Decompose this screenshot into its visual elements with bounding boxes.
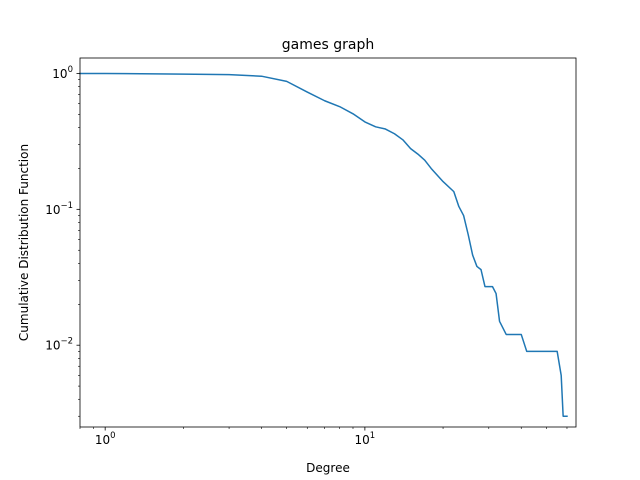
plot-area [79,72,568,417]
x-axis: 100 101 [79,427,568,447]
y-axis-label: Cumulative Distribution Function [17,144,31,341]
x-axis-label: Degree [306,461,350,475]
y-tick-label: 100 [52,65,73,81]
series-line [79,72,568,417]
x-tick-label: 100 [95,431,116,447]
y-axis: 10−2 10−1 100 [45,65,80,417]
x-tick-label: 101 [355,431,376,447]
axes-frame [79,57,577,428]
y-tick-label: 10−1 [45,201,73,217]
y-tick-label: 10−2 [45,337,73,353]
chart-title: games graph [282,37,374,53]
